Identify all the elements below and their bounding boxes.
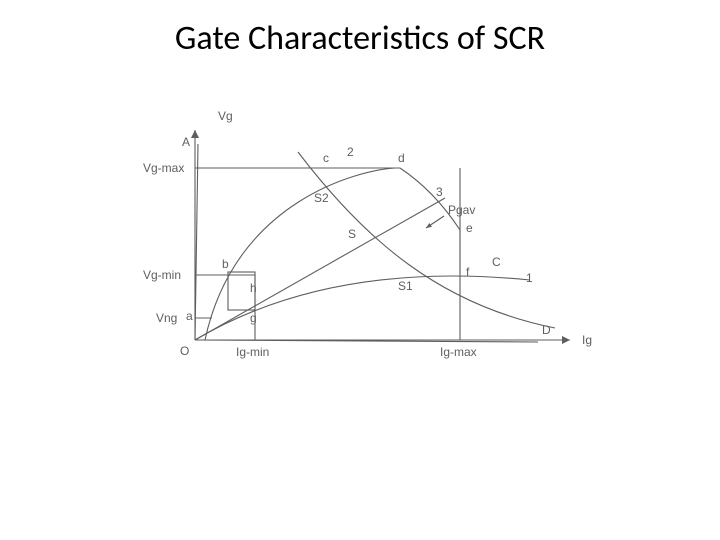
svg-text:Ig-min: Ig-min <box>236 345 269 359</box>
svg-text:Vng: Vng <box>156 311 177 325</box>
svg-text:a: a <box>186 309 193 323</box>
svg-text:b: b <box>222 257 229 271</box>
svg-text:Pgav: Pgav <box>448 203 475 217</box>
svg-text:S: S <box>348 227 356 241</box>
svg-text:2: 2 <box>347 145 354 159</box>
svg-text:Vg: Vg <box>218 110 233 123</box>
svg-text:Ig: Ig <box>582 333 592 347</box>
svg-text:g: g <box>250 311 257 325</box>
svg-text:C: C <box>492 255 501 269</box>
svg-text:Ig-max: Ig-max <box>440 345 477 359</box>
svg-text:1: 1 <box>526 271 533 285</box>
svg-text:3: 3 <box>436 185 443 199</box>
svg-text:D: D <box>542 323 551 337</box>
svg-text:A: A <box>182 135 190 149</box>
svg-text:f: f <box>466 265 470 279</box>
svg-text:e: e <box>466 221 473 235</box>
svg-text:S1: S1 <box>398 279 413 293</box>
svg-text:h: h <box>250 281 257 295</box>
svg-text:d: d <box>398 151 405 165</box>
svg-text:Vg-max: Vg-max <box>143 161 184 175</box>
gate-characteristics-figure: Vg A Vg-max Vg-min Vnga Ob c 2 d 3 Pgav e f C 1 D Ig Ig-m… <box>140 110 605 390</box>
svg-text:O: O <box>180 344 189 358</box>
svg-text:S2: S2 <box>314 191 329 205</box>
svg-text:c: c <box>323 151 329 165</box>
slide-title: Gate Characteristics of SCR <box>0 18 720 59</box>
svg-text:Vg-min: Vg-min <box>143 268 181 282</box>
